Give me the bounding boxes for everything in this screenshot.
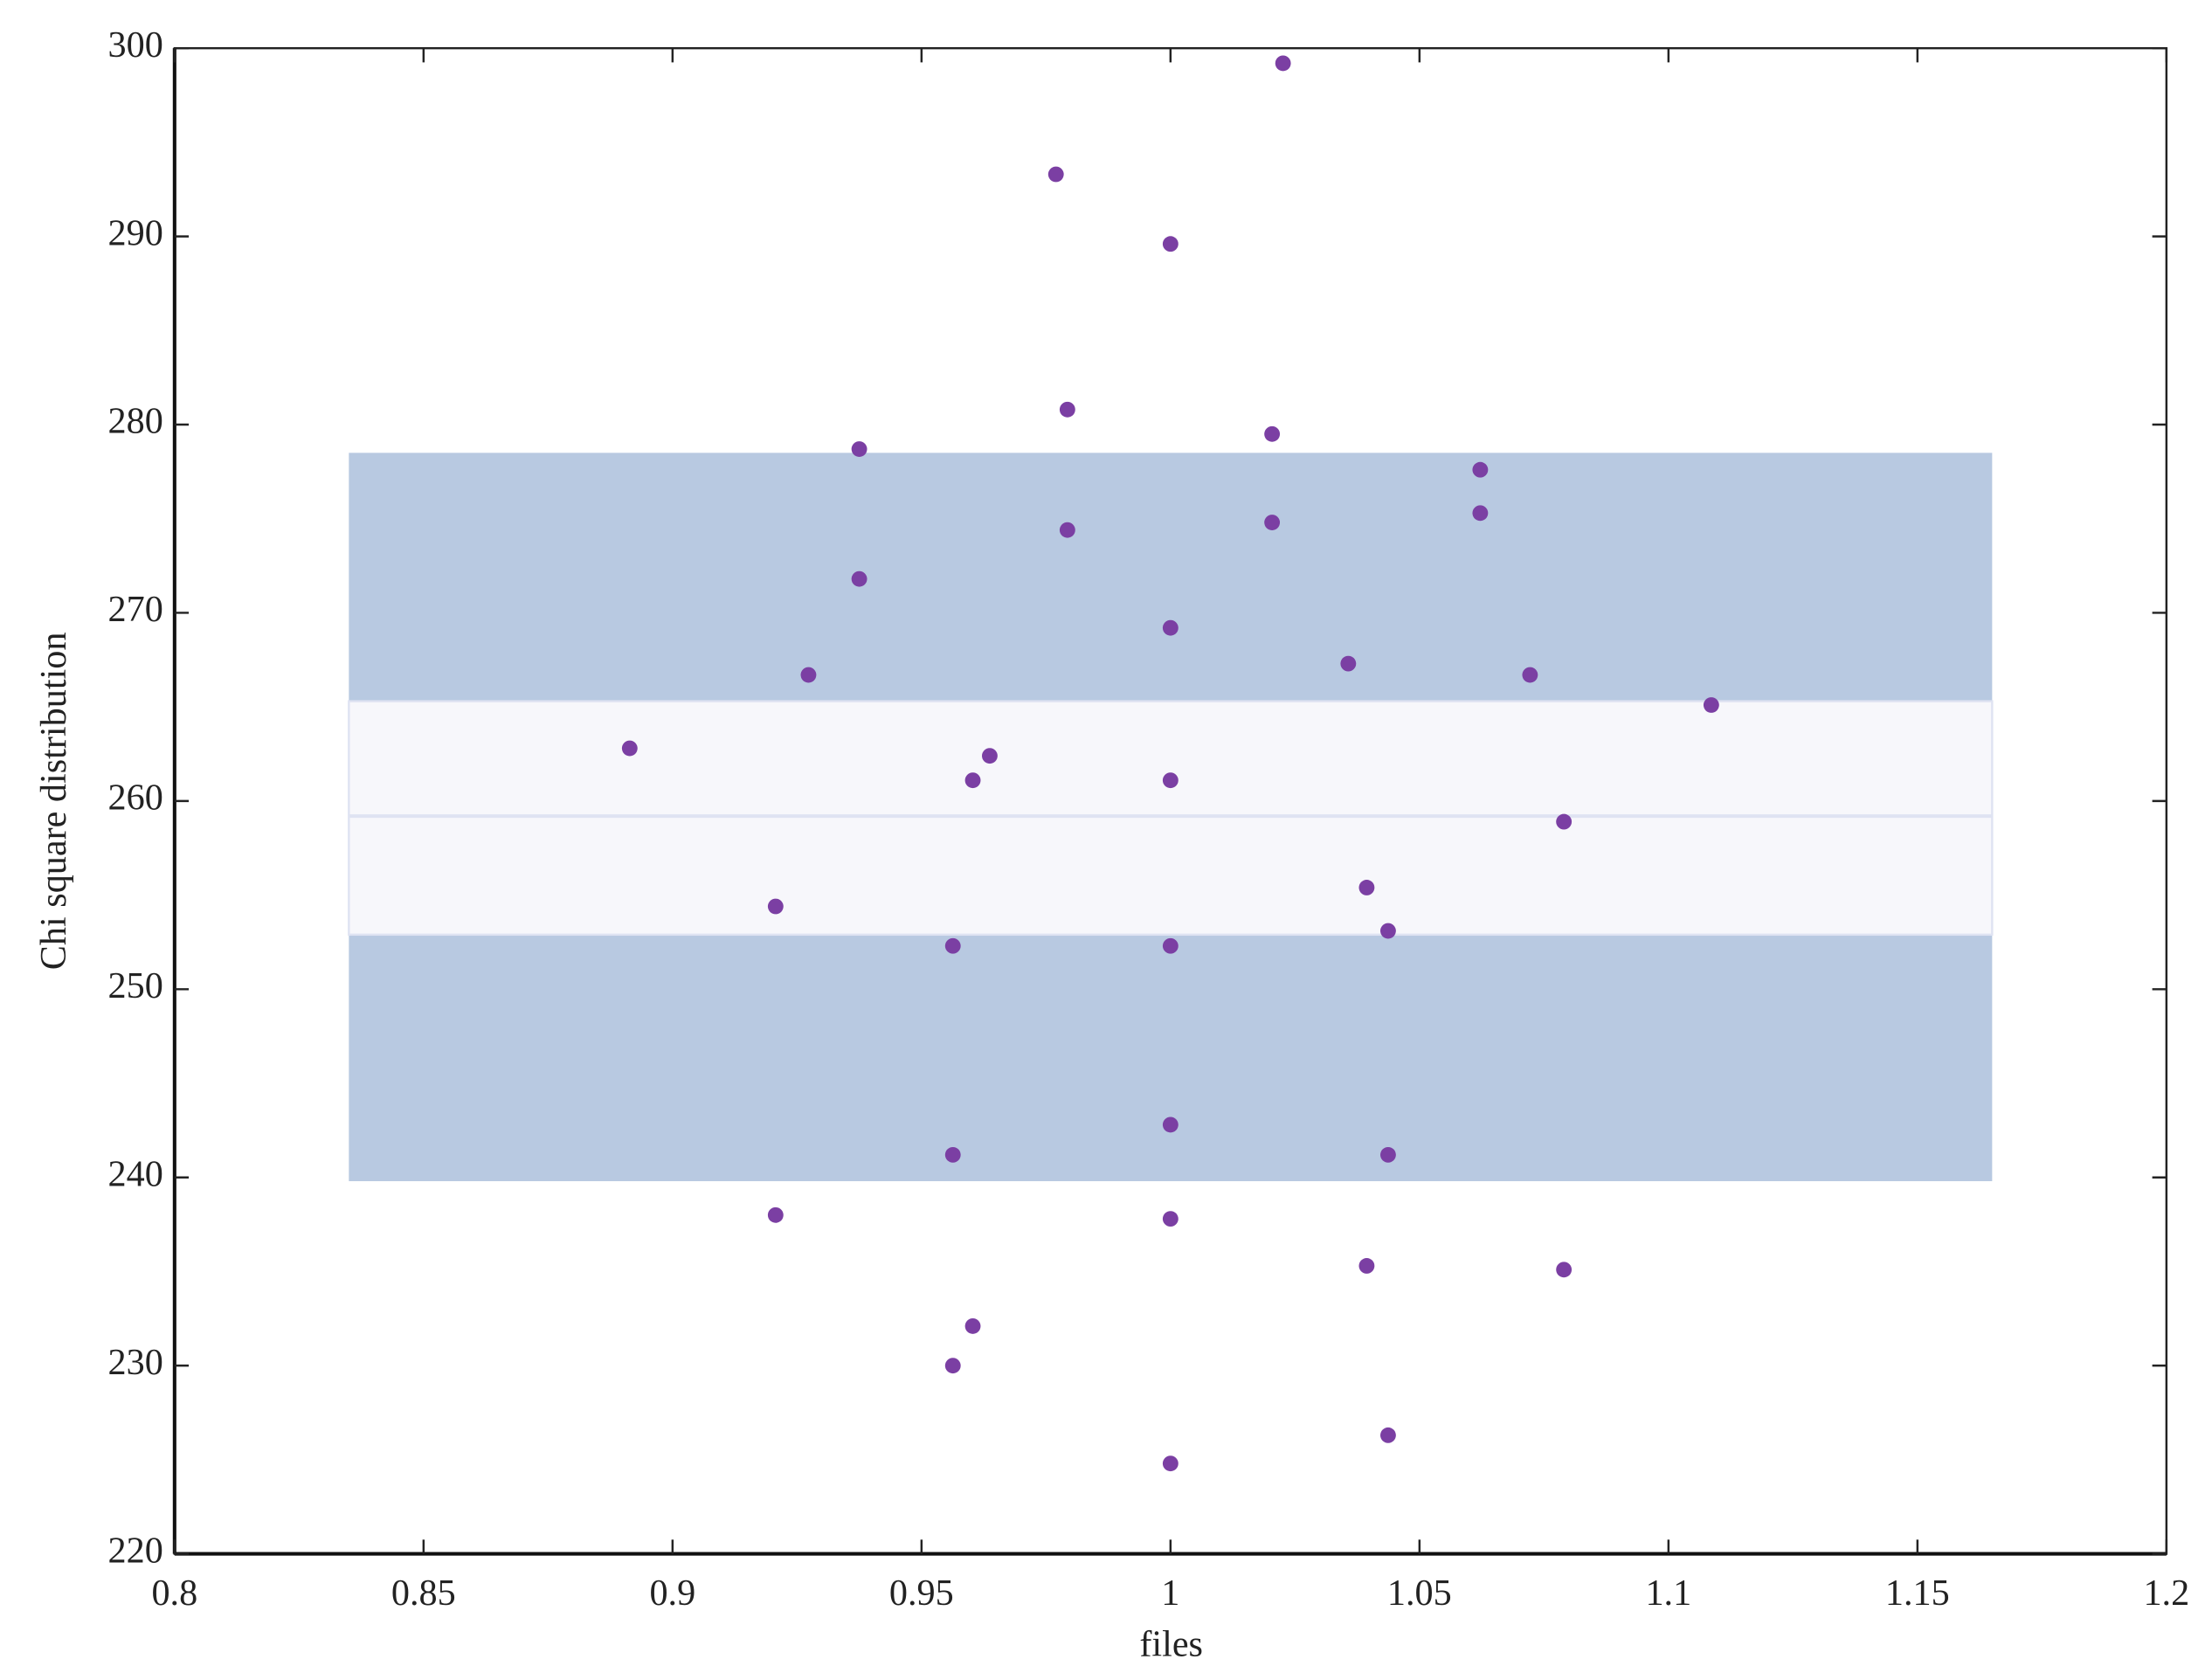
y-tick-label: 250 [108,965,163,1006]
y-tick-label: 270 [108,589,163,630]
point [621,740,638,757]
y-tick-label: 280 [108,401,163,442]
point [1380,1146,1396,1163]
x-tick-label: 1.2 [2143,1573,2189,1614]
point [1556,813,1573,830]
point [944,1358,961,1374]
point [944,937,961,954]
point [1358,1258,1375,1274]
point [767,898,784,915]
y-tick-label: 300 [108,24,163,66]
point [1380,923,1396,939]
point [964,1317,981,1334]
x-tick-label: 1.1 [1645,1573,1691,1614]
point [1472,461,1489,478]
x-tick-label: 0.8 [151,1573,197,1614]
point [1059,522,1075,538]
point [1380,1427,1396,1443]
x-tick-label: 1 [1161,1573,1179,1614]
y-tick-label: 290 [108,212,163,253]
y-tick-label: 220 [108,1530,163,1571]
x-tick-label: 1.15 [1885,1573,1950,1614]
point [1162,937,1179,954]
x-tick-label: 0.9 [649,1573,695,1614]
point [851,570,868,587]
point [1703,697,1719,713]
point [982,748,998,764]
point [1264,425,1281,442]
x-tick-label: 0.85 [391,1573,456,1614]
point [851,441,868,457]
x-tick-label: 1.05 [1387,1573,1452,1614]
point [1162,619,1179,636]
point [1059,401,1075,418]
x-axis-label: files [1139,1623,1203,1664]
point [1162,236,1179,252]
point [944,1146,961,1163]
point [1522,667,1538,683]
x-tick-label: 0.95 [889,1573,954,1614]
point [1047,166,1064,183]
point [1340,655,1357,672]
y-tick-label: 260 [108,778,163,819]
point [1358,880,1375,895]
y-axis-label: Chi square distribution [33,633,74,971]
point [800,667,817,683]
y-tick-label: 230 [108,1342,163,1383]
point [1162,772,1179,789]
point [767,1206,784,1223]
point [1264,515,1281,530]
point [1162,1211,1179,1227]
point [1275,55,1291,72]
sem-band [348,700,1994,937]
point [1162,1117,1179,1133]
point [1472,505,1489,522]
point [1556,1262,1573,1278]
point [964,772,981,789]
y-tick-label: 240 [108,1153,163,1194]
point [1162,1455,1179,1472]
